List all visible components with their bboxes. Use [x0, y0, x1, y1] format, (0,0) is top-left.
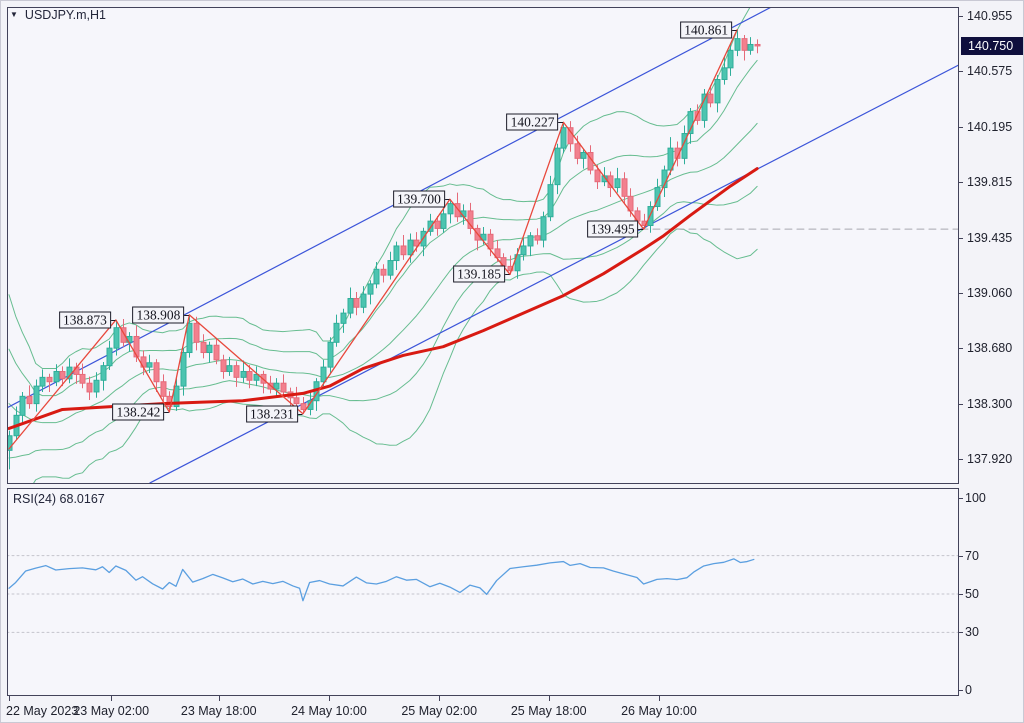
swing-price-label: 138.873	[59, 311, 111, 329]
rsi-axis-tick-label: 0	[965, 683, 972, 697]
symbol-timeframe-label: USDJPY.m,H1	[24, 8, 106, 22]
price-axis-tick-label: 140.575	[967, 64, 1013, 79]
rsi-axis-tick-label: 50	[965, 587, 979, 601]
collapse-indicator-icon[interactable]: ▼	[10, 10, 18, 19]
rsi-axis-tick-label: 100	[965, 491, 986, 505]
time-axis-label: 25 May 02:00	[401, 704, 478, 718]
time-axis-label: 23 May 02:00	[73, 704, 150, 718]
time-axis-label: 25 May 18:00	[510, 704, 587, 718]
price-axis-tick-label: 138.680	[967, 341, 1013, 356]
price-axis-tick-label: 140.955	[967, 9, 1013, 23]
symbol-toolbar: ▼ USDJPY.m,H1	[10, 8, 106, 22]
price-axis-tick-label: 137.920	[967, 452, 1013, 467]
swing-price-label: 138.231	[246, 405, 298, 423]
rsi-axis-tick-label: 70	[965, 548, 979, 563]
swing-price-label: 139.495	[586, 220, 639, 238]
time-axis-label: 26 May 10:00	[621, 704, 697, 718]
swing-price-label: 138.908	[132, 306, 185, 324]
swing-price-label: 139.185	[453, 265, 505, 283]
price-axis-tick-label: 140.195	[967, 119, 1013, 134]
rsi-axis-tick-label: 30	[965, 625, 979, 640]
swing-price-label: 140.227	[506, 113, 559, 131]
swing-price-label: 140.861	[680, 21, 733, 39]
time-axis-label: 23 May 18:00	[180, 704, 257, 718]
rsi-indicator-label: RSI(24) 68.0167	[13, 492, 105, 506]
current-price-badge: 140.750	[961, 36, 1023, 55]
price-axis-tick-label: 139.060	[967, 285, 1013, 300]
swing-price-label: 138.242	[112, 403, 165, 421]
time-axis-label: 24 May 10:00	[291, 704, 367, 718]
price-axis-tick-label: 139.815	[967, 175, 1013, 190]
price-axis-tick-label: 139.435	[967, 230, 1013, 245]
time-axis-label: 22 May 2023	[6, 704, 79, 718]
price-axis-tick-label: 138.300	[967, 396, 1013, 411]
swing-price-label: 139.700	[393, 190, 445, 208]
